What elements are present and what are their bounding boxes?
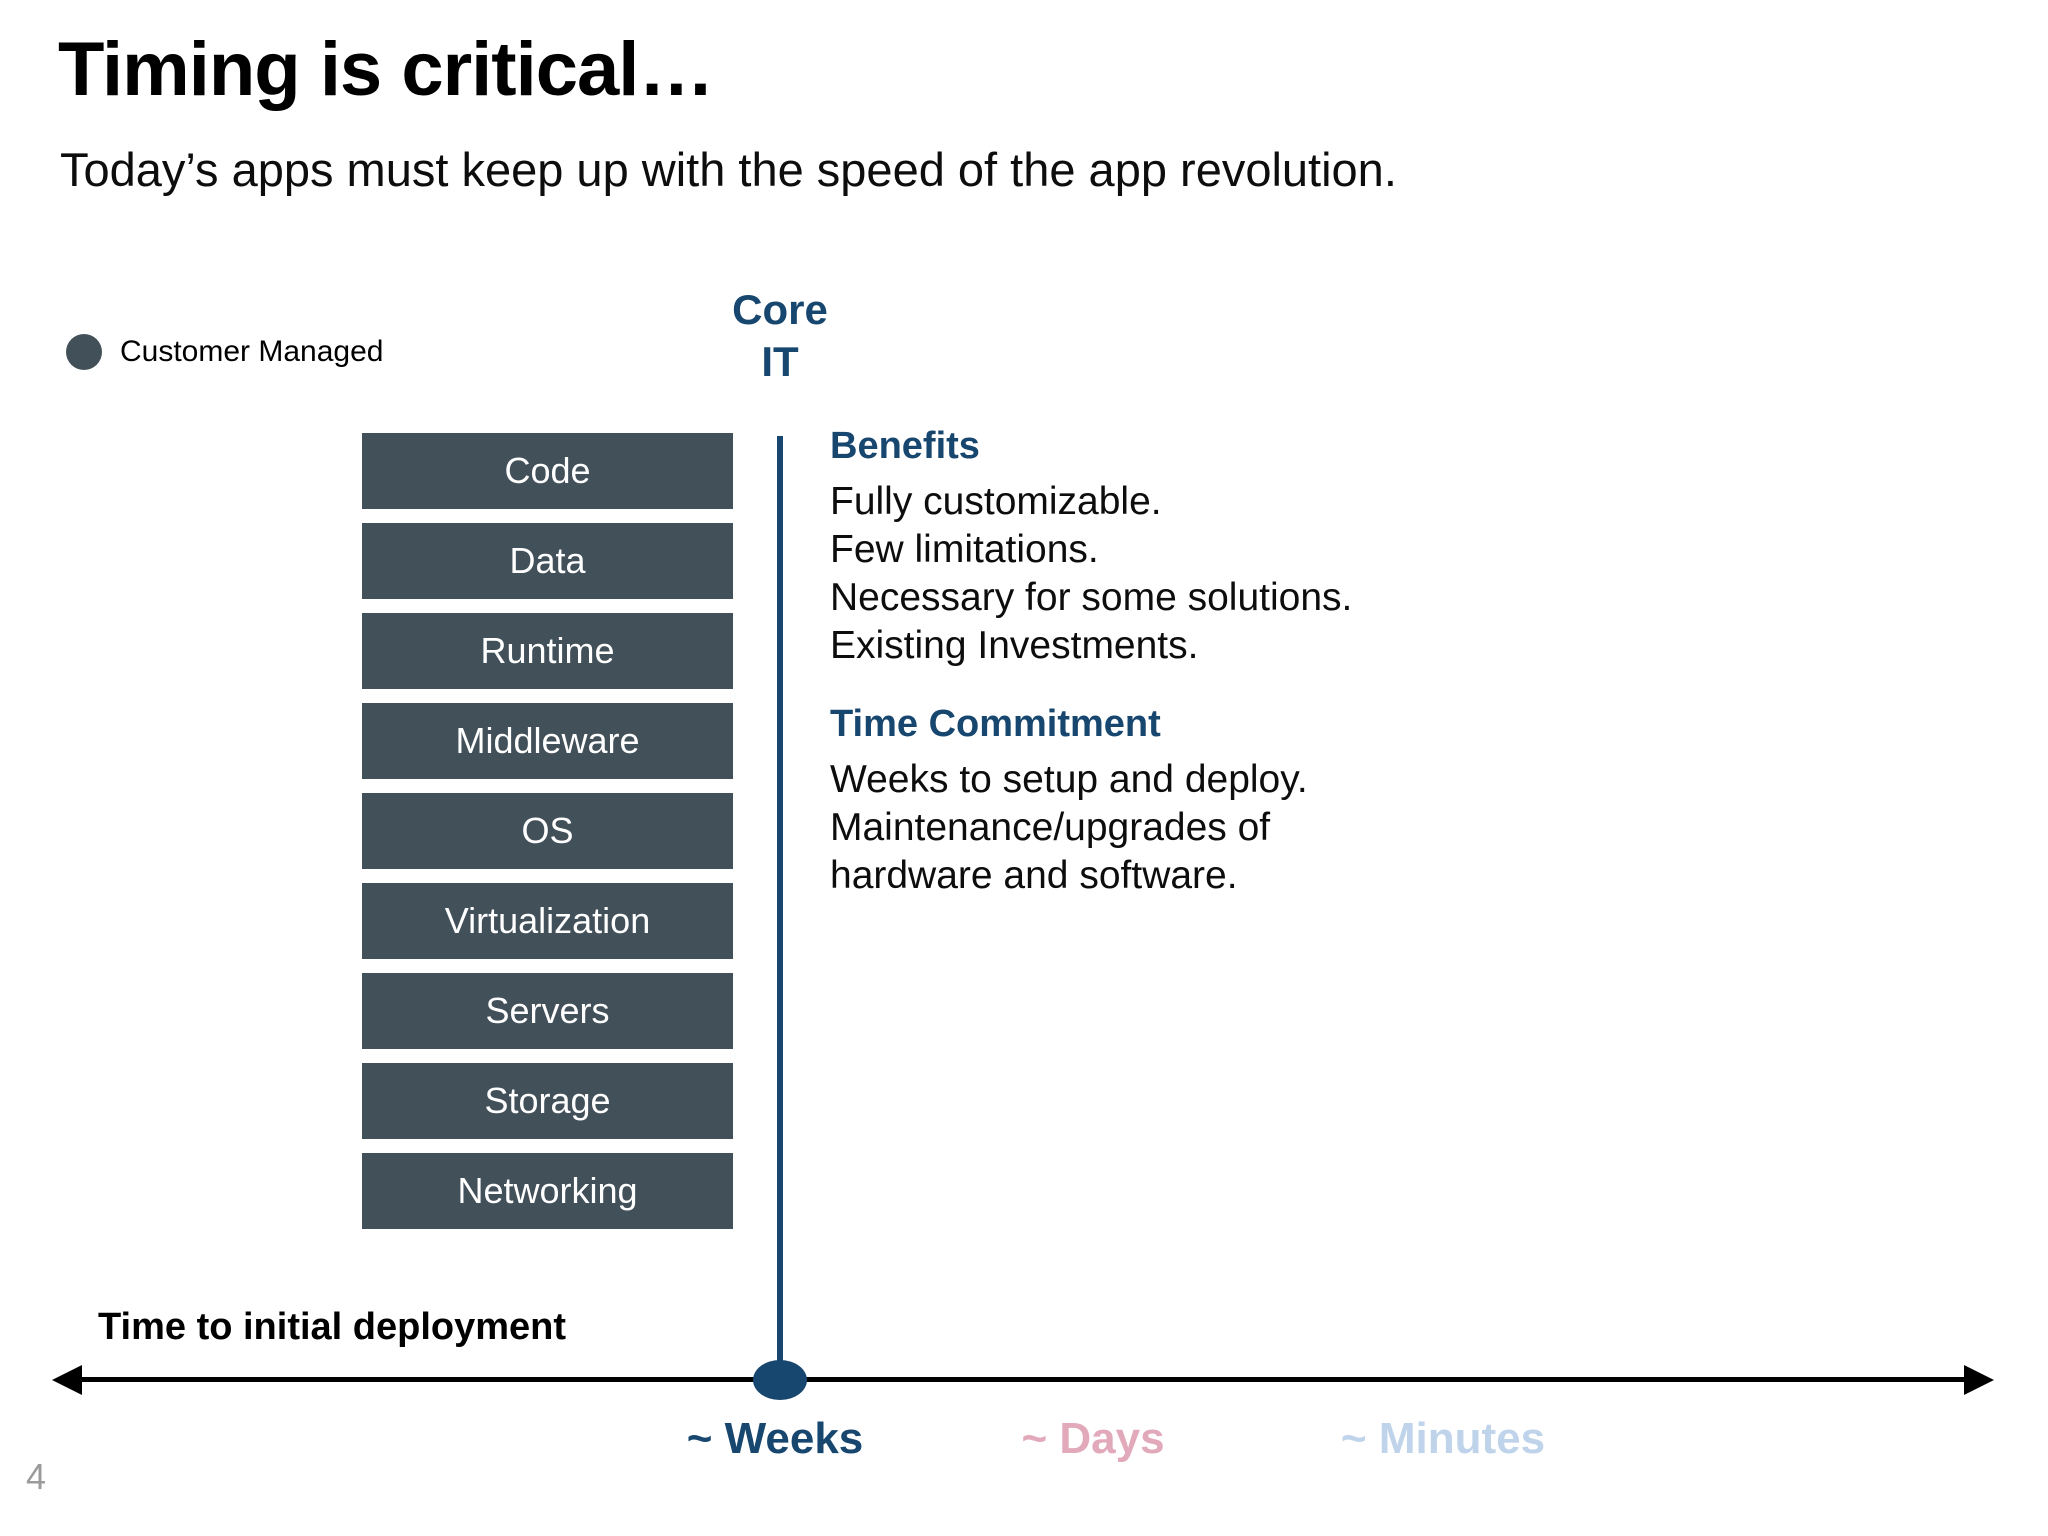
tick-minutes: ~ Minutes: [1340, 1414, 1546, 1463]
benefits-line: Existing Investments.: [830, 624, 1199, 667]
customer-managed-dot-icon: [66, 334, 102, 370]
stack-layer-data: Data: [362, 523, 733, 599]
tick-days: ~ Days: [1021, 1414, 1165, 1463]
page-subtitle: Today’s apps must keep up with the speed…: [60, 143, 1397, 196]
legend-customer-managed: Customer Managed: [66, 334, 383, 370]
core-it-line1: Core: [732, 286, 828, 333]
axis-label: Time to initial deployment: [98, 1306, 567, 1348]
legend-label: Customer Managed: [120, 335, 384, 368]
stack-layer-servers: Servers: [362, 973, 733, 1049]
axis-left-arrowhead-icon: [52, 1364, 82, 1395]
benefits-heading: Benefits: [830, 425, 980, 467]
stack-layer-middleware: Middleware: [362, 703, 733, 779]
benefits-section: Benefits Fully customizable. Few limitat…: [830, 422, 1530, 670]
time-commitment-line: Maintenance/upgrades of: [830, 806, 1271, 849]
stack-layer-networking: Networking: [362, 1153, 733, 1229]
page-title: Timing is critical…: [58, 27, 714, 112]
core-it-label: Core IT: [680, 284, 880, 388]
timeline-marker-dot: [753, 1360, 807, 1400]
stack-layer-virtualization: Virtualization: [362, 883, 733, 959]
time-commitment-heading: Time Commitment: [830, 703, 1161, 745]
benefits-line: Fully customizable.: [830, 480, 1162, 523]
page-number: 4: [26, 1456, 47, 1497]
stack-layer-runtime: Runtime: [362, 613, 733, 689]
stack-layer-code: Code: [362, 433, 733, 509]
benefits-line: Necessary for some solutions.: [830, 576, 1353, 619]
time-commitment-line: Weeks to setup and deploy.: [830, 758, 1308, 801]
axis-right-arrowhead-icon: [1964, 1364, 1994, 1395]
core-it-line2: IT: [761, 338, 799, 385]
time-commitment-section: Time Commitment Weeks to setup and deplo…: [830, 700, 1530, 900]
tick-weeks: ~ Weeks: [686, 1414, 864, 1463]
stack-layer-storage: Storage: [362, 1063, 733, 1139]
core-it-divider-line: [777, 436, 783, 1382]
time-commitment-line: hardware and software.: [830, 854, 1238, 897]
customer-managed-stack: Code Data Runtime Middleware OS Virtuali…: [362, 433, 733, 1243]
timeline-axis: [74, 1377, 1972, 1382]
stack-layer-os: OS: [362, 793, 733, 869]
benefits-line: Few limitations.: [830, 528, 1099, 571]
